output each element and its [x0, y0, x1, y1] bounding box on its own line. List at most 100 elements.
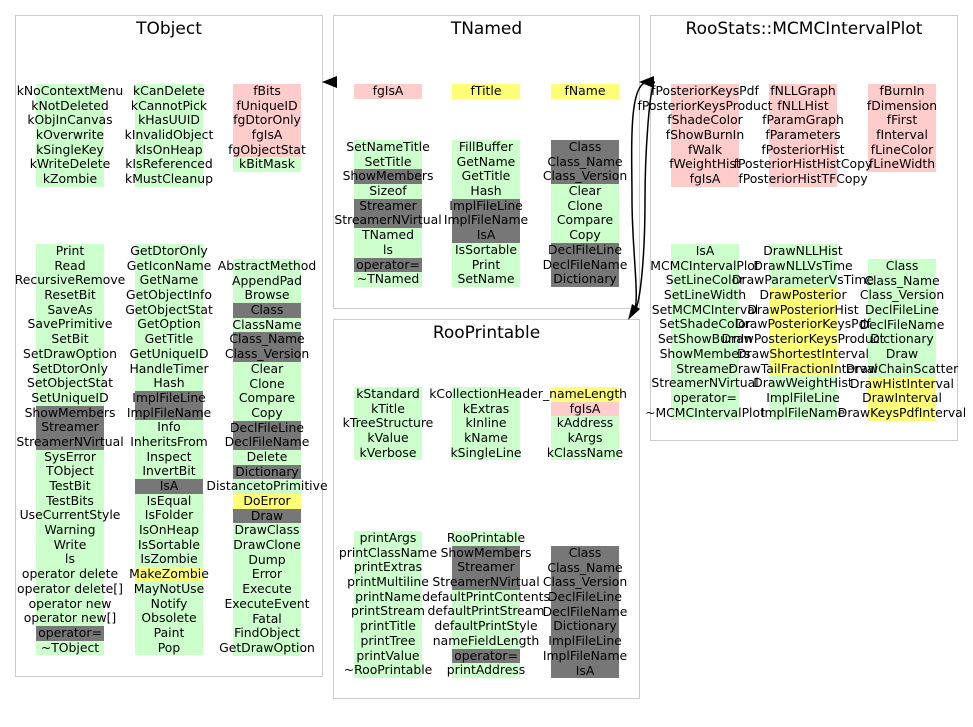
member-label: ~TObject	[40, 639, 100, 655]
member-label: printAddress	[446, 662, 526, 678]
member-label: fFirst	[886, 112, 918, 128]
member-label: printStream	[351, 603, 425, 619]
member-item: fgIsA	[495, 401, 675, 417]
member-label: fPosteriorHistHistCopy	[733, 156, 873, 172]
member-label: operator new	[28, 595, 112, 611]
member-label: ImplFileLine	[449, 197, 523, 213]
member-item: IsA	[495, 663, 675, 679]
member-label: DrawTailFractionInterval	[728, 360, 878, 376]
member-swatch	[135, 98, 203, 114]
member-swatch	[135, 479, 203, 494]
member-label: SetObjectStat	[27, 375, 113, 391]
member-item: ShowMembers	[615, 346, 795, 362]
member-item: TNamed	[298, 227, 478, 243]
member-label: DrawPosteriorKeysPdf	[735, 316, 871, 332]
member-item: DrawPosteriorKeysPdf	[713, 316, 893, 333]
member-label: ImplFileName	[760, 404, 846, 420]
member-item: StreamerNVirtual	[615, 375, 795, 391]
member-swatch	[135, 84, 203, 99]
member-swatch	[868, 157, 936, 173]
member-item: kExtras	[396, 401, 576, 417]
member-label: Compare	[556, 212, 614, 228]
member-item: kNoContextMenu	[0, 83, 160, 99]
member-swatch	[671, 113, 739, 129]
member-item: Read	[0, 258, 160, 274]
member-label: Print	[471, 256, 501, 272]
member-swatch	[551, 663, 619, 679]
member-item: DeclFileName	[177, 434, 357, 450]
member-item: DrawInterval	[812, 390, 973, 406]
member-label: kTitle	[371, 400, 405, 416]
member-group: fNLLGraph fNLLHist fParamGraph fParameters f…	[713, 83, 893, 187]
member-swatch	[354, 560, 422, 576]
member-item: fInterval	[812, 127, 973, 143]
member-swatch	[233, 113, 301, 129]
member-label: kNoContextMenu	[16, 83, 124, 98]
member-item: DrawPosteriorHist	[713, 302, 893, 318]
member-item: ~RooPrintable	[298, 662, 478, 678]
member-swatch	[354, 416, 422, 432]
member-swatch	[354, 154, 422, 170]
member-label: DeclFileName	[224, 434, 310, 450]
member-label: Delete	[246, 448, 288, 464]
member-swatch	[36, 346, 104, 362]
member-swatch	[233, 157, 301, 173]
member-item: DrawShortestInterval	[713, 346, 893, 362]
member-swatch	[36, 508, 104, 524]
member-item: SetDrawOption	[0, 346, 160, 362]
member-label: MayNotUse	[133, 580, 205, 596]
member-group: kNoContextMenu kNotDeleted kObjInCanvas kOv…	[0, 83, 160, 187]
member-label: Copy	[251, 404, 283, 420]
member-label: ResetBit	[44, 287, 96, 303]
member-swatch	[233, 142, 301, 158]
member-label: fName	[564, 83, 606, 98]
member-label: kArgs	[567, 430, 603, 446]
member-item: Obsolete	[79, 610, 259, 626]
member-item: ~TObject	[0, 639, 160, 656]
member-swatch	[233, 435, 301, 450]
member-label: GetDtorOnly	[130, 243, 208, 258]
member-swatch	[452, 648, 520, 664]
member-swatch	[233, 464, 301, 480]
member-swatch	[671, 172, 739, 187]
member-label: Execute	[242, 581, 292, 597]
member-swatch	[354, 387, 422, 402]
member-item: fDimension	[812, 97, 973, 114]
member-item: nameFieldLength	[396, 633, 576, 649]
member-swatch	[551, 634, 619, 649]
member-item: ExecuteEvent	[177, 596, 357, 612]
member-item: GetUniqueID	[79, 346, 259, 362]
member-swatch	[868, 288, 936, 304]
member-label: StreamerNVirtual	[651, 375, 759, 391]
member-swatch	[452, 213, 520, 229]
member-swatch	[452, 242, 520, 258]
member-item: ClassName	[177, 317, 357, 333]
member-group: kCollectionHeader kExtras kInline kName kSin…	[396, 386, 576, 461]
member-item: fShadeColor	[615, 112, 795, 129]
member-label: fDimension	[866, 97, 938, 113]
member-swatch	[452, 272, 520, 287]
member-item: Pop	[79, 640, 259, 656]
member-label: Draw	[885, 346, 919, 362]
member-item: SetShadeColor	[615, 317, 795, 333]
member-swatch	[233, 273, 301, 289]
member-item: GetName	[396, 154, 576, 170]
member-swatch	[551, 198, 619, 214]
member-label: SetMCMCInterval	[651, 301, 759, 317]
member-label: fTitle	[470, 83, 502, 98]
member-swatch	[551, 242, 619, 258]
member-label: fShadeColor	[667, 112, 743, 128]
member-label: kVerbose	[359, 444, 417, 460]
member-label: printMultiline	[347, 574, 429, 590]
member-swatch	[233, 582, 301, 597]
member-label: GetTitle	[461, 168, 511, 184]
member-swatch	[868, 273, 936, 289]
member-item: SetNameTitle	[298, 139, 478, 155]
member-item: Print	[396, 256, 576, 273]
member-swatch	[354, 242, 422, 258]
member-swatch	[135, 376, 203, 391]
arrow-mcmc-to-tnamed	[630, 76, 654, 313]
member-label: GetOption	[137, 316, 201, 332]
member-label: fLineWidth	[868, 156, 936, 172]
member-swatch	[233, 391, 301, 406]
